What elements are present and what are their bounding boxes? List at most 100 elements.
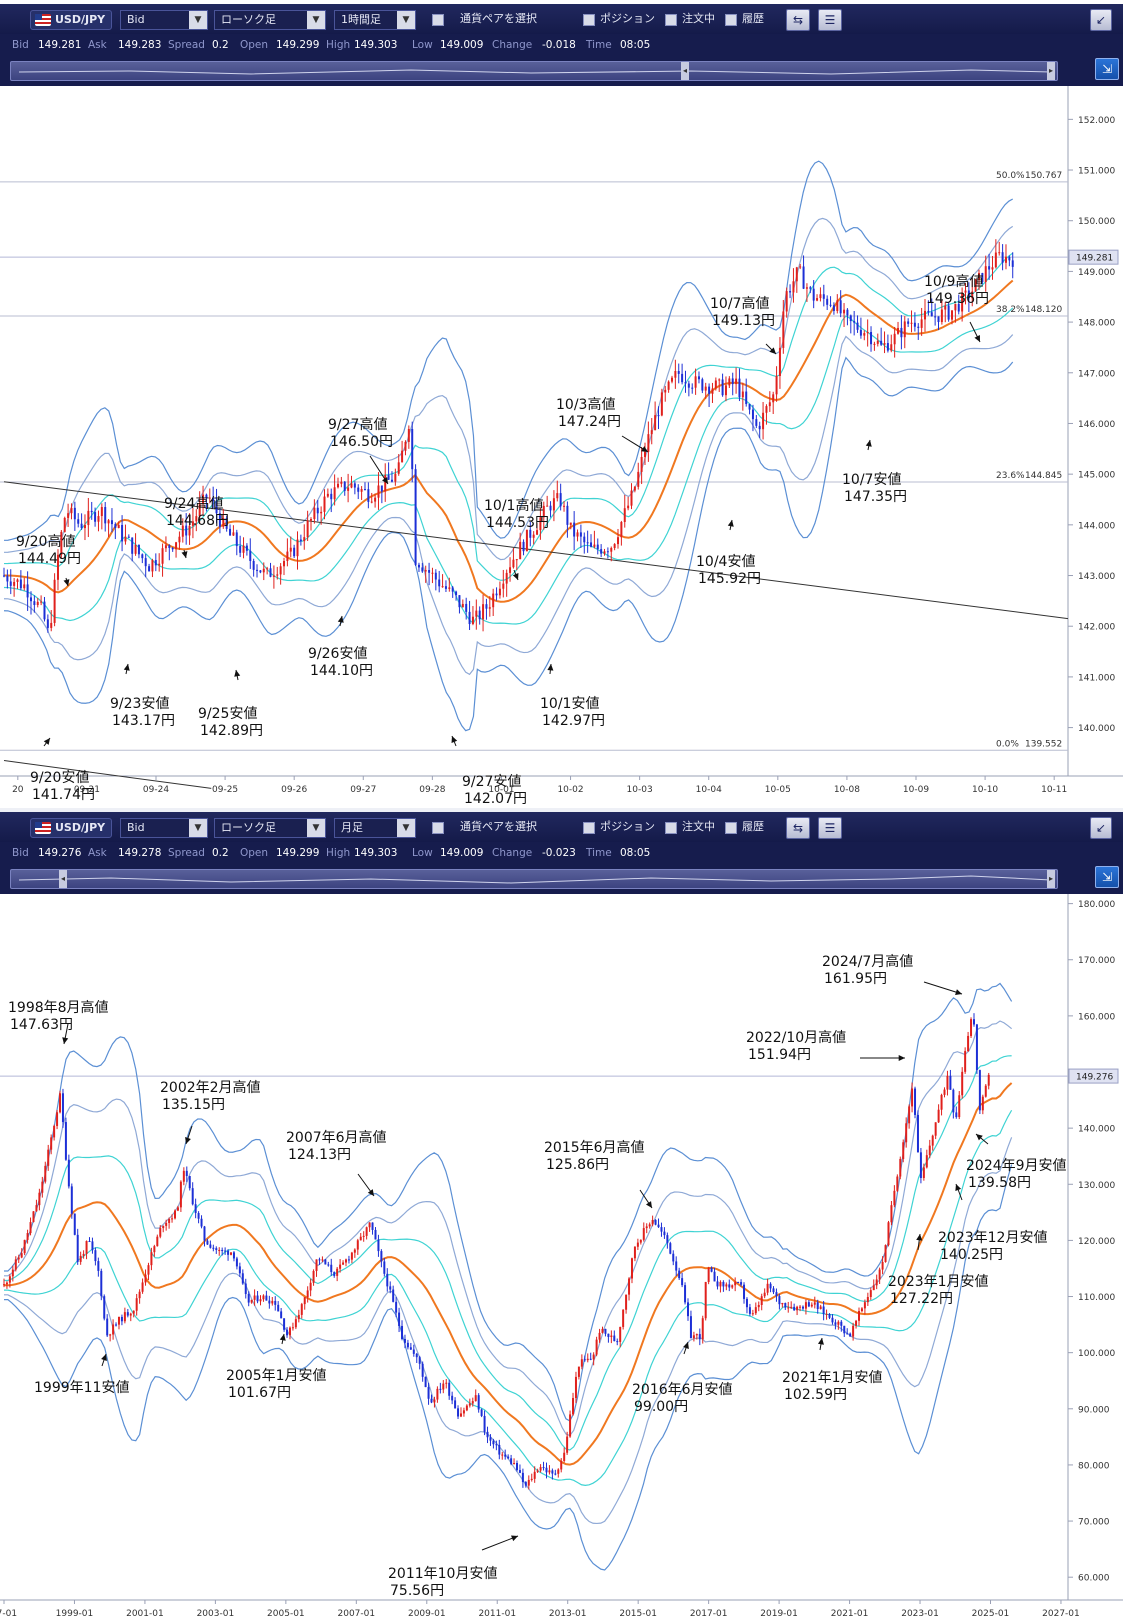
candle-body (252, 561, 255, 570)
chart-settings-button[interactable]: ⇆ (786, 817, 810, 839)
monthly-chart-area[interactable]: 180.000170.000160.000150.000140.000130.0… (0, 894, 1123, 1620)
fib-level-label: 0.0% (996, 739, 1019, 749)
navigator-left-handle[interactable]: ◂ (681, 62, 689, 80)
candle-body (32, 1211, 35, 1223)
collapse-button[interactable]: ↙ (1090, 9, 1112, 31)
history-checkbox[interactable] (725, 14, 737, 26)
annotation-arrowhead (955, 1184, 962, 1191)
pair-select-checkbox[interactable] (432, 822, 444, 834)
candle-body (714, 380, 717, 389)
candle-body (651, 1219, 654, 1225)
candle-body (560, 1460, 563, 1470)
candle-body (725, 1284, 728, 1287)
candle-body (645, 1226, 648, 1229)
candle-body (694, 376, 697, 388)
history-checkbox[interactable] (725, 822, 737, 834)
monthly-candlestick-chart[interactable]: 180.000170.000160.000150.000140.000130.0… (0, 894, 1123, 1620)
bid-value: 149.281 (38, 39, 82, 51)
navigator-track[interactable]: ◂ ▸ (10, 869, 1058, 889)
candle-body (837, 1321, 840, 1325)
candle-body (590, 542, 593, 547)
candle-body (485, 604, 488, 609)
ordering-checkbox[interactable] (665, 822, 677, 834)
chart-type-select[interactable]: ローソク足 ▼ (214, 818, 326, 838)
annotation-arrowhead (769, 347, 776, 354)
candle-body (250, 1299, 253, 1303)
candle-body (643, 451, 646, 457)
candle-body (3, 575, 5, 577)
candle-body (123, 1312, 126, 1322)
y-tick-label: 140.000 (1078, 724, 1115, 734)
annotation-arrowhead (976, 1134, 983, 1141)
annotation-label: 9/27安値 (462, 774, 521, 790)
position-checkbox[interactable] (583, 14, 595, 26)
expand-navigator-button[interactable]: ⇲ (1095, 866, 1119, 888)
lower-band-1 (3, 307, 1014, 625)
candle-body (218, 1249, 221, 1251)
candle-body (944, 305, 947, 310)
candle-body (505, 572, 508, 584)
candle-body (137, 544, 140, 555)
candle-body (792, 281, 795, 293)
period-select[interactable]: 月足 ▼ (334, 818, 416, 838)
chevron-down-icon: ▼ (397, 819, 415, 837)
chart-menu-button[interactable]: ☰ (818, 9, 842, 31)
hourly-candlestick-chart[interactable]: 152.000 151.000 150.000 149.000 148.000 147.0… (0, 86, 1123, 807)
x-tick-label: 2007-01 (338, 1609, 376, 1619)
navigator-right-handle[interactable]: ▸ (1047, 62, 1055, 80)
candle-body (951, 310, 954, 320)
annotation-value: 75.56円 (390, 1583, 444, 1599)
candle-body (365, 1227, 368, 1236)
y-tick-label: 150.000 (1078, 217, 1115, 227)
candle-body (856, 322, 859, 330)
ordering-checkbox[interactable] (665, 14, 677, 26)
position-checkbox[interactable] (583, 822, 595, 834)
x-tick-label: 10-04 (696, 785, 722, 795)
candle-body (875, 1279, 878, 1286)
candle-body (766, 1283, 769, 1293)
candle-body (640, 456, 643, 472)
x-tick-label: 10-01 (488, 785, 514, 795)
candle-body (504, 1454, 507, 1457)
candle-body (810, 1304, 813, 1307)
candle-body (719, 1281, 722, 1287)
candle-body (94, 1250, 97, 1262)
chart-settings-button[interactable]: ⇆ (786, 9, 810, 31)
candle-body (336, 1268, 339, 1276)
candle-body (17, 1257, 20, 1260)
x-tick-label: 1999-01 (56, 1609, 94, 1619)
annotation-value: 142.89円 (200, 723, 263, 739)
price-type-select[interactable]: Bid ▼ (120, 10, 208, 30)
candle-body (168, 545, 171, 548)
collapse-button[interactable]: ↙ (1090, 817, 1112, 839)
candle-body (886, 343, 889, 351)
currency-pair-button[interactable]: USD/JPY (30, 10, 112, 30)
candle-body (654, 1219, 657, 1225)
y-tick-label: 140.000 (1078, 1125, 1115, 1135)
chart-type-select[interactable]: ローソク足 ▼ (214, 10, 326, 30)
position-label: ポジション (600, 12, 655, 25)
period-select[interactable]: 1時間足 ▼ (334, 10, 416, 30)
pair-select-checkbox[interactable] (432, 14, 444, 26)
expand-navigator-button[interactable]: ⇲ (1095, 58, 1119, 80)
candle-body (436, 1388, 439, 1400)
hourly-chart-area[interactable]: 152.000 151.000 150.000 149.000 148.000 147.0… (0, 86, 1123, 807)
lower-band-3 (3, 356, 1014, 732)
navigator-left-handle[interactable]: ◂ (59, 870, 67, 888)
candle-body (288, 1327, 291, 1336)
candle-body (256, 569, 259, 571)
currency-pair-button[interactable]: USD/JPY (30, 818, 112, 838)
candle-body (26, 1233, 29, 1240)
navigator-right-handle[interactable]: ▸ (1047, 870, 1055, 888)
chart-menu-button[interactable]: ☰ (818, 817, 842, 839)
annotation-value: 99.00円 (634, 1399, 688, 1415)
candle-body (991, 267, 994, 270)
candle-body (176, 1207, 179, 1211)
candle-body (195, 516, 198, 522)
candle-body (697, 376, 700, 380)
price-axis-background (1068, 894, 1123, 1600)
ordering-label: 注文中 (682, 12, 715, 25)
navigator-track[interactable]: ◂ ▸ (10, 61, 1058, 81)
candle-body (964, 290, 967, 293)
price-type-select[interactable]: Bid ▼ (120, 818, 208, 838)
